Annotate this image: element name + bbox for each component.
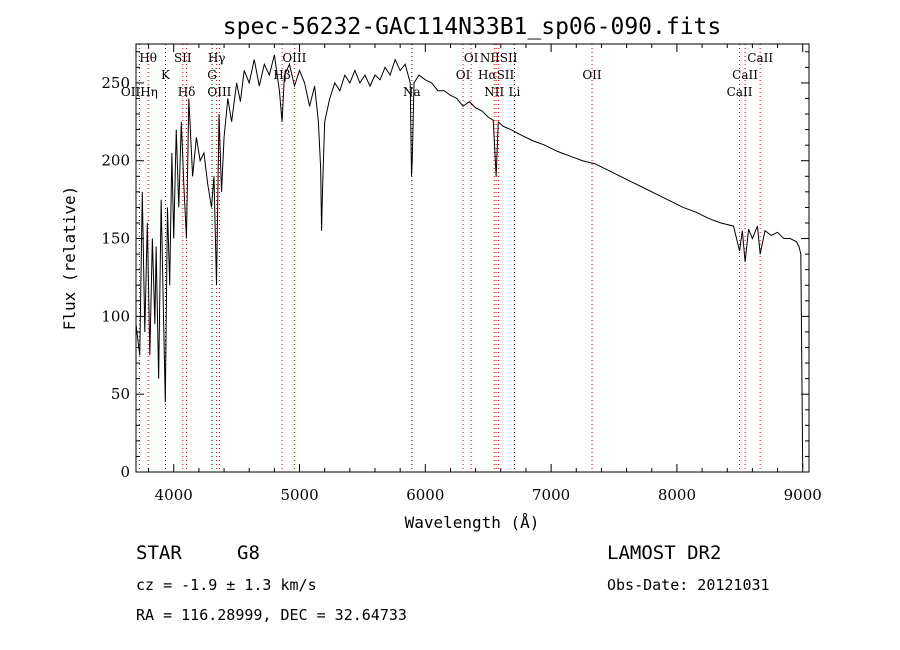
y-axis-ticks: 0 50 100 150 200 250 xyxy=(101,51,809,481)
y-tick-label: 100 xyxy=(101,307,130,325)
line-marker-label: CaII xyxy=(732,68,758,82)
line-marker-label: OI xyxy=(456,68,471,82)
redshift-readout: cz = -1.9 ± 1.3 km/s xyxy=(136,576,317,594)
spectrum-line xyxy=(135,54,804,468)
line-marker-label: Hβ xyxy=(273,68,290,82)
chart-title: spec-56232-GAC114N33B1_sp06-090.fits xyxy=(223,14,722,40)
observation-date: Obs-Date: 20121031 xyxy=(607,576,770,594)
x-tick-label: 5000 xyxy=(280,486,318,504)
line-marker-label: Hγ xyxy=(208,51,226,65)
x-tick-label: 4000 xyxy=(155,486,193,504)
line-marker-label: SII xyxy=(174,51,192,65)
survey-name: LAMOST DR2 xyxy=(607,542,722,564)
line-marker-label: Na xyxy=(403,85,421,99)
x-axis-ticks: 4000 5000 6000 7000 8000 9000 xyxy=(148,44,822,504)
object-class: STAR xyxy=(136,542,182,564)
line-markers: HθOIIHηKSIIHδHγGOIIIHβOIIINaOIOINIISIIHα… xyxy=(121,44,773,472)
line-marker-label: Li xyxy=(508,85,520,99)
y-tick-label: 50 xyxy=(111,385,130,403)
coordinates-readout: RA = 116.28999, DEC = 32.64733 xyxy=(136,606,407,624)
line-marker-label: OIII xyxy=(282,51,306,65)
line-marker-label: G xyxy=(207,68,217,82)
line-marker-label: K xyxy=(161,68,171,82)
y-tick-label: 200 xyxy=(101,152,130,170)
x-axis-label: Wavelength (Å) xyxy=(405,513,540,532)
line-marker-label: NIISII xyxy=(480,51,518,65)
line-marker-label: CaII xyxy=(727,85,753,99)
line-marker-label: Hθ xyxy=(139,51,157,65)
y-tick-label: 0 xyxy=(120,463,130,481)
line-marker-label: OII xyxy=(582,68,602,82)
x-tick-label: 9000 xyxy=(784,486,822,504)
y-axis-label: Flux (relative) xyxy=(60,186,79,331)
x-tick-label: 7000 xyxy=(532,486,570,504)
line-marker-label: OI xyxy=(464,51,479,65)
x-tick-label: 8000 xyxy=(658,486,696,504)
object-subclass: G8 xyxy=(237,542,260,564)
line-marker-label: CaII xyxy=(747,51,773,65)
line-marker-label: NII xyxy=(484,85,504,99)
line-marker-label: HαSII xyxy=(478,68,515,82)
plot-frame xyxy=(135,43,810,473)
line-marker-label: OIIHη xyxy=(121,85,158,99)
x-tick-label: 6000 xyxy=(406,486,444,504)
line-marker-label: OIII xyxy=(207,85,231,99)
y-tick-label: 150 xyxy=(101,230,130,248)
line-marker-label: Hδ xyxy=(178,85,196,99)
y-tick-label: 250 xyxy=(101,74,130,92)
